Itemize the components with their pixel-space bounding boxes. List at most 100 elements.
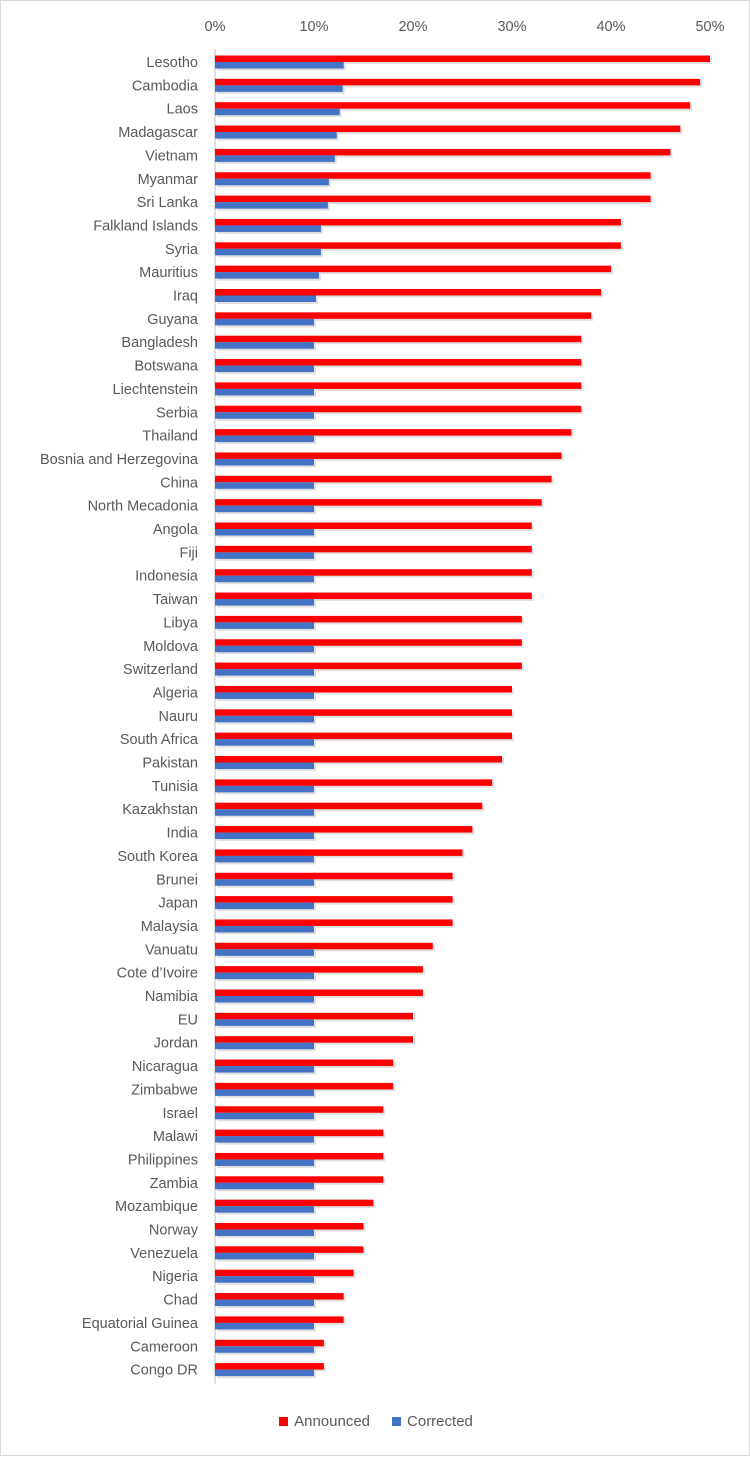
x-tick-label: 20%	[398, 19, 427, 35]
bar-corrected	[215, 108, 340, 116]
bar-announced	[215, 55, 710, 62]
bar-announced	[215, 102, 691, 109]
bar-announced	[215, 942, 433, 950]
category-label: Taiwan	[153, 592, 198, 608]
bar-corrected	[215, 1299, 314, 1307]
bar-corrected	[215, 529, 314, 536]
bar-announced	[215, 1269, 354, 1277]
bar-announced	[215, 172, 651, 179]
category-label: Libya	[163, 615, 199, 631]
category-label: Vanuatu	[145, 942, 198, 958]
bar-corrected	[215, 692, 314, 699]
category-label: Lesotho	[146, 55, 198, 71]
category-label: Malaysia	[141, 919, 199, 935]
category-label: Nicaragua	[132, 1059, 199, 1075]
category-label: Mozambique	[115, 1199, 198, 1215]
category-label: South Africa	[120, 732, 199, 748]
bar-announced	[215, 522, 532, 529]
category-label: Bangladesh	[121, 335, 198, 351]
bar-corrected	[215, 1182, 314, 1190]
bar-announced	[215, 615, 522, 623]
category-label: Thailand	[142, 429, 198, 445]
x-tick-label: 0%	[205, 19, 226, 35]
bar-announced	[215, 826, 473, 833]
bar-announced	[215, 452, 562, 459]
category-label: Guyana	[147, 312, 199, 328]
bar-announced	[215, 265, 611, 273]
bar-corrected	[215, 155, 335, 162]
bar-corrected	[215, 1346, 314, 1353]
bar-announced	[215, 592, 532, 600]
bar-corrected	[215, 1136, 314, 1143]
bar-corrected	[215, 505, 314, 513]
category-label: Laos	[167, 102, 198, 118]
category-label: EU	[178, 1012, 198, 1028]
category-label: Indonesia	[135, 569, 199, 585]
bar-announced	[215, 639, 522, 646]
category-label: Myanmar	[138, 172, 199, 188]
bar-corrected	[215, 996, 314, 1003]
category-label: Venezuela	[130, 1246, 199, 1262]
bar-announced	[215, 429, 572, 436]
bar-corrected	[215, 435, 314, 443]
category-label: Namibia	[145, 989, 199, 1005]
category-label: Algeria	[153, 685, 199, 701]
bar-announced	[215, 289, 602, 296]
bar-corrected	[215, 1112, 314, 1120]
bar-corrected	[215, 1159, 314, 1166]
bar-announced	[215, 1339, 324, 1347]
bar-corrected	[215, 1089, 314, 1096]
bar-announced	[215, 1129, 384, 1137]
bar-corrected	[215, 1042, 314, 1050]
category-label: Cambodia	[132, 78, 199, 94]
bar-announced	[215, 1012, 413, 1020]
bar-announced	[215, 989, 423, 996]
legend-label-announced: Announced	[294, 1413, 371, 1430]
bar-corrected	[215, 178, 329, 186]
bar-announced	[215, 849, 463, 856]
category-label: Zimbabwe	[131, 1082, 198, 1098]
bar-announced	[215, 1223, 364, 1230]
bar-announced	[215, 382, 582, 389]
bar-corrected	[215, 1066, 314, 1073]
bar-corrected	[215, 1322, 314, 1330]
category-label: Cameroon	[130, 1339, 198, 1355]
category-label: Syria	[165, 242, 199, 258]
bar-announced	[215, 709, 512, 716]
bar-announced	[215, 218, 621, 226]
bar-corrected	[215, 762, 314, 769]
bar-corrected	[215, 669, 314, 676]
x-tick-label: 30%	[497, 19, 526, 35]
bar-announced	[215, 966, 423, 973]
bar-announced	[215, 499, 542, 506]
bar-announced	[215, 896, 453, 903]
category-label: Falkland Islands	[93, 218, 198, 234]
bar-corrected	[215, 1252, 314, 1260]
x-tick-label: 50%	[695, 19, 724, 35]
bar-corrected	[215, 925, 314, 933]
bar-announced	[215, 1246, 364, 1253]
bar-corrected	[215, 1229, 314, 1236]
bar-corrected	[215, 949, 314, 956]
bar-announced	[215, 335, 582, 343]
bar-announced	[215, 359, 582, 366]
category-label: North Mecadonia	[88, 499, 199, 515]
category-label: Tunisia	[152, 779, 199, 795]
category-label: Japan	[158, 896, 198, 912]
bar-corrected	[215, 1276, 314, 1283]
legend-item-corrected: Corrected	[392, 1413, 473, 1430]
bar-announced	[215, 1316, 344, 1323]
bar-corrected	[215, 902, 314, 910]
bar-corrected	[215, 972, 314, 980]
bar-announced	[215, 312, 592, 319]
category-label: Congo DR	[130, 1363, 198, 1379]
bar-corrected	[215, 225, 321, 232]
x-tick-label: 40%	[596, 19, 625, 35]
category-label: Zambia	[150, 1176, 199, 1192]
bar-announced	[215, 125, 681, 133]
category-label: Liechtenstein	[113, 382, 198, 398]
category-label: Botswana	[134, 359, 199, 375]
bar-corrected	[215, 132, 337, 139]
bar-corrected	[215, 599, 314, 606]
